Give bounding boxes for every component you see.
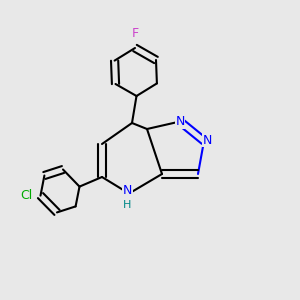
Text: F: F <box>131 27 139 40</box>
Text: N: N <box>123 184 132 197</box>
Text: Cl: Cl <box>20 189 32 202</box>
Text: N: N <box>203 134 212 147</box>
Text: H: H <box>123 200 132 210</box>
Text: N: N <box>175 115 185 128</box>
